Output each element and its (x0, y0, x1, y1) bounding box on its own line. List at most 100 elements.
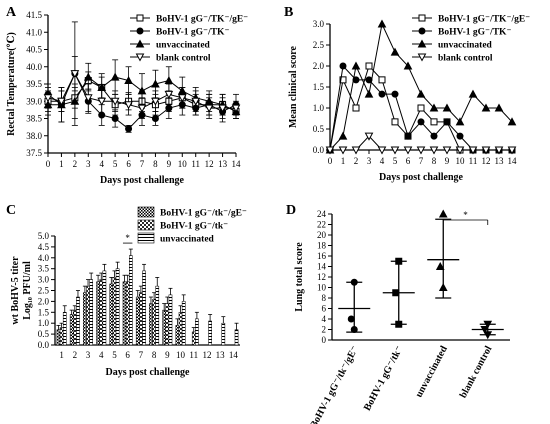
d-group-0-point (350, 326, 358, 333)
c-bar-series-2 (208, 320, 212, 346)
b-series-2-point (455, 117, 465, 126)
b-series-1-point (339, 62, 347, 70)
c-x-tick-label: 7 (139, 350, 144, 360)
c-y-tick-label: 3.0 (38, 275, 50, 285)
b-y-tick-label: 2.5 (313, 40, 325, 50)
b-series-3-point (481, 146, 491, 155)
a-series-3-point (231, 104, 241, 113)
b-y-tick-label: 1.5 (313, 82, 325, 92)
a-y-tick-label: 41.5 (26, 10, 42, 20)
c-bar-series-1 (112, 277, 117, 346)
a-x-tick-label: 10 (178, 159, 188, 169)
b-series-3-point (507, 146, 517, 155)
b-x-tick-label: 2 (354, 156, 359, 166)
a-y-tick-label: 37.5 (26, 148, 42, 158)
c-y-tick-label: 0.5 (38, 329, 50, 339)
b-x-tick-label: 11 (469, 156, 478, 166)
d-group-3-point (483, 320, 493, 329)
a-series-3-point (70, 70, 80, 79)
b-series-3-point (429, 146, 439, 155)
b-series-2-point (507, 117, 517, 126)
c-x-tick-label: 4 (99, 350, 104, 360)
c-bar-series-2 (129, 255, 133, 346)
d-group-3-point (480, 326, 490, 335)
c-bar-series-1 (99, 279, 104, 346)
b-x-tick-label: 1 (341, 156, 346, 166)
c-bar-series-1 (86, 285, 90, 346)
c-x-tick-label: 12 (202, 350, 211, 360)
b-x-tick-label: 8 (432, 156, 437, 166)
b-legend-label-3: blank control (438, 54, 493, 64)
panel-label-d: D (286, 203, 296, 218)
b-series-2-point (351, 61, 361, 70)
b-legend-marker-2 (417, 39, 427, 48)
panel-b-clinical-score-chart: 0.00.51.01.52.02.53.00 1 2 3 4 5 6 7 8 9 10 11 12 13 1… (288, 14, 530, 183)
c-bar-series-2 (168, 294, 173, 346)
a-series-3-point (97, 97, 107, 106)
a-series-3-point (218, 104, 227, 113)
a-legend-label-1: BoHV-1 gG⁻/TK⁻ (156, 28, 229, 38)
d-category-label-0: BoHV-1 gG⁻/tk⁻/gE⁻ (308, 344, 361, 424)
d-category-label-1: BoHV-1 gG⁻/tk⁻ (362, 344, 405, 413)
c-y-tick-label: 1.0 (38, 318, 50, 328)
c-bar-series-2 (62, 312, 67, 346)
b-series-2-point (442, 103, 452, 112)
d-group-1-point (395, 320, 403, 328)
a-series-2-point (151, 79, 160, 88)
b-y-tick-label: 0.5 (313, 124, 325, 134)
a-series-3-point (43, 94, 53, 103)
c-bar-series-0 (96, 281, 100, 346)
c-y-tick-label: 2.5 (38, 286, 50, 296)
b-x-axis-title: Days post challenge (379, 172, 463, 183)
b-x-tick-label: 7 (419, 156, 424, 166)
b-series-2-point (481, 103, 491, 112)
b-series-0-point (378, 76, 386, 84)
b-series-1-point (456, 132, 464, 140)
a-x-tick-label: 12 (205, 159, 214, 169)
c-y-axis-title: wt BoHV-5 titer (10, 256, 21, 325)
a-x-tick-label: 0 (46, 159, 51, 169)
a-x-tick-label: 3 (86, 159, 91, 169)
b-series-2-point (403, 61, 413, 70)
c-y-tick-label: 4.0 (38, 253, 50, 263)
b-series-1-point (378, 90, 386, 98)
d-y-tick-label: 18 (317, 241, 327, 251)
b-series-2-point (364, 89, 374, 98)
b-series-2-point (390, 47, 400, 56)
c-x-tick-label: 8 (152, 350, 157, 360)
c-bar-series-2 (234, 329, 239, 346)
a-x-tick-label: 1 (59, 159, 64, 169)
a-legend-label-3: blank control (156, 54, 211, 64)
b-series-3-point (494, 146, 504, 155)
a-series-1-point (111, 115, 119, 122)
c-bar-series-1 (72, 309, 77, 346)
a-series-2-point (164, 75, 174, 85)
b-series-1-point (417, 118, 425, 126)
b-legend-marker-0 (418, 14, 426, 22)
a-y-tick-label: 40.5 (26, 45, 42, 55)
panel-label-b: B (284, 5, 293, 20)
a-y-tick-label: 38.0 (26, 131, 42, 141)
d-y-tick-label: 0 (322, 335, 327, 345)
a-series-2-point (110, 72, 120, 81)
a-y-tick-label: 39.0 (26, 96, 42, 106)
panel-c-virus-titer-chart: 0.00.51.01.52.02.53.03.54.04.55.01 2 3 4 5 6 7… (10, 206, 247, 378)
a-series-3-point (137, 104, 147, 113)
b-series-0-point (417, 104, 425, 112)
a-series-2-point (83, 72, 93, 81)
d-group-0-point (350, 278, 358, 286)
a-legend-label-2: unvaccinated (156, 41, 211, 51)
c-x-tick-label: 3 (86, 350, 91, 360)
b-series-3-point (377, 146, 387, 155)
b-series-3-point (403, 146, 413, 155)
d-y-tick-label: 20 (317, 230, 327, 240)
c-bar-series-1 (165, 303, 170, 346)
b-y-tick-label: 1.0 (313, 103, 325, 113)
d-y-tick-label: 8 (322, 293, 327, 303)
b-series-3-point (390, 146, 400, 155)
c-x-tick-label: 2 (73, 350, 78, 360)
a-x-tick-label: 9 (167, 159, 172, 169)
c-x-tick-label: 5 (112, 350, 117, 360)
b-series-0-point (430, 118, 438, 126)
